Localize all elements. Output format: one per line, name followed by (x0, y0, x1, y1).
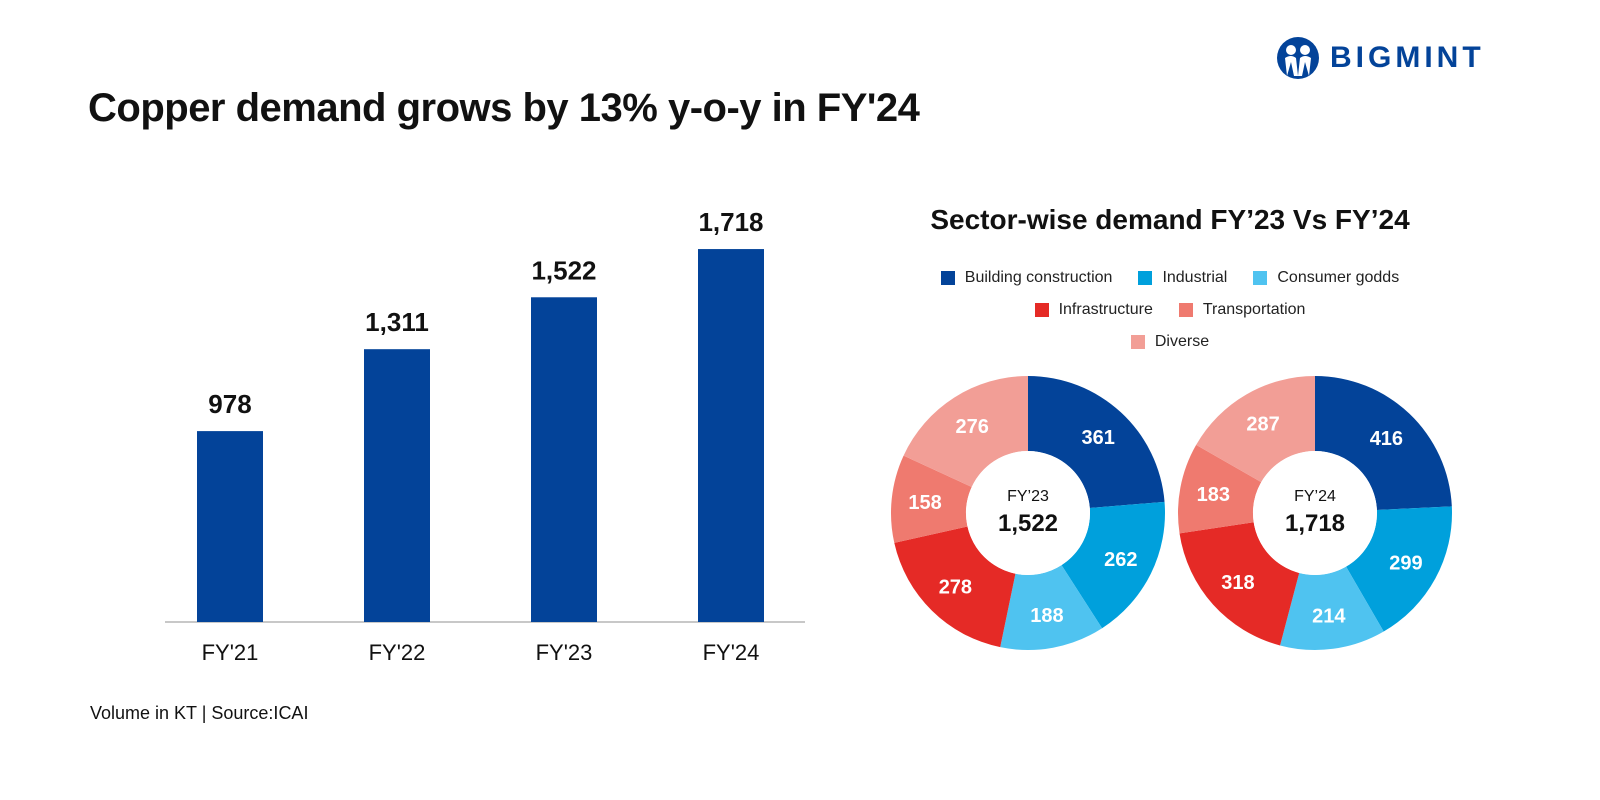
donut-slice (1028, 376, 1165, 508)
page-title: Copper demand grows by 13% y-o-y in FY'2… (88, 86, 920, 130)
donut-center-label: FY’23 (1007, 488, 1049, 505)
donut-slice (891, 455, 972, 543)
slice-data-label: 214 (1312, 606, 1346, 628)
logo: BIGMINT (1276, 36, 1485, 80)
slice-data-label: 262 (1104, 549, 1137, 571)
legend-label: Transportation (1202, 301, 1306, 318)
legend-swatch (1034, 303, 1049, 317)
slice-data-label: 299 (1389, 552, 1422, 574)
donut-slice (1061, 501, 1165, 629)
legend-label: Building construction (964, 269, 1113, 286)
slice-data-label: 183 (1197, 484, 1230, 506)
legend-swatch (1138, 271, 1153, 285)
x-tick-label: FY'22 (369, 640, 426, 665)
bigmint-logo-icon (1277, 37, 1319, 79)
legend-row: Building construction Industrial Consume… (870, 262, 1470, 294)
x-tick-label: FY'23 (536, 640, 593, 665)
donut-center-value: 1,718 (1285, 510, 1345, 537)
legend-item: Building construction (940, 269, 1113, 287)
bar-data-label: 1,522 (531, 255, 596, 285)
legend-item: Infrastructure (1034, 301, 1153, 319)
donut-slice (1315, 376, 1452, 510)
bar-chart: 978 FY'21 1,311 FY'22 1,522 FY'23 1,718 FY'24 (165, 207, 805, 665)
bar (364, 349, 430, 622)
logo-text: BIGMINT (1330, 41, 1485, 74)
donut-slice (894, 526, 1016, 648)
legend-label: Infrastructure (1058, 301, 1153, 318)
slice-data-label: 318 (1221, 572, 1254, 594)
slice-data-label: 278 (939, 577, 972, 599)
legend-item: Transportation (1178, 301, 1306, 319)
donut-center-label: FY’24 (1294, 488, 1336, 505)
donut-hole (1253, 451, 1377, 575)
donut-hole (966, 451, 1090, 575)
donut-slice (1000, 565, 1103, 650)
slice-data-label: 287 (1246, 413, 1279, 435)
legend-label: Consumer godds (1277, 269, 1400, 286)
bar (531, 297, 597, 622)
bar (698, 249, 764, 622)
slice-data-label: 361 (1081, 427, 1114, 449)
legend-item: Diverse (1130, 333, 1210, 351)
legend-swatch (940, 271, 955, 285)
donut-center-value: 1,522 (998, 510, 1058, 537)
donut-slice (1280, 566, 1384, 651)
donut-slice (903, 375, 1028, 488)
legend-row: Diverse (870, 326, 1470, 358)
bar-data-label: 978 (208, 389, 251, 419)
slice-data-label: 188 (1030, 605, 1063, 627)
slice-data-label: 276 (956, 416, 989, 438)
legend-row: Infrastructure Transportation (870, 294, 1470, 326)
slice-data-label: 416 (1370, 428, 1403, 450)
donut-chart-title: Sector-wise demand FY’23 Vs FY’24 (930, 204, 1410, 235)
legend-swatch (1130, 335, 1145, 349)
donut-slice (1346, 506, 1452, 632)
legend: Building construction Industrial Consume… (870, 262, 1470, 358)
legend-item: Industrial (1138, 269, 1227, 287)
legend-label: Industrial (1162, 269, 1228, 286)
legend-swatch (1178, 303, 1193, 317)
bar-data-label: 1,718 (698, 207, 763, 237)
bar (197, 431, 263, 622)
x-tick-label: FY'24 (703, 640, 760, 665)
legend-swatch (1253, 271, 1268, 285)
x-tick-label: FY'21 (202, 640, 259, 665)
donut-slice (1178, 444, 1262, 534)
donut-slice (1196, 376, 1315, 483)
source-note: Volume in KT | Source:ICAI (90, 703, 309, 723)
slice-data-label: 158 (908, 492, 941, 514)
legend-label: Diverse (1154, 333, 1210, 350)
bar-data-label: 1,311 (365, 307, 429, 337)
legend-item: Consumer godds (1253, 269, 1399, 287)
donut-slice (1179, 522, 1300, 646)
